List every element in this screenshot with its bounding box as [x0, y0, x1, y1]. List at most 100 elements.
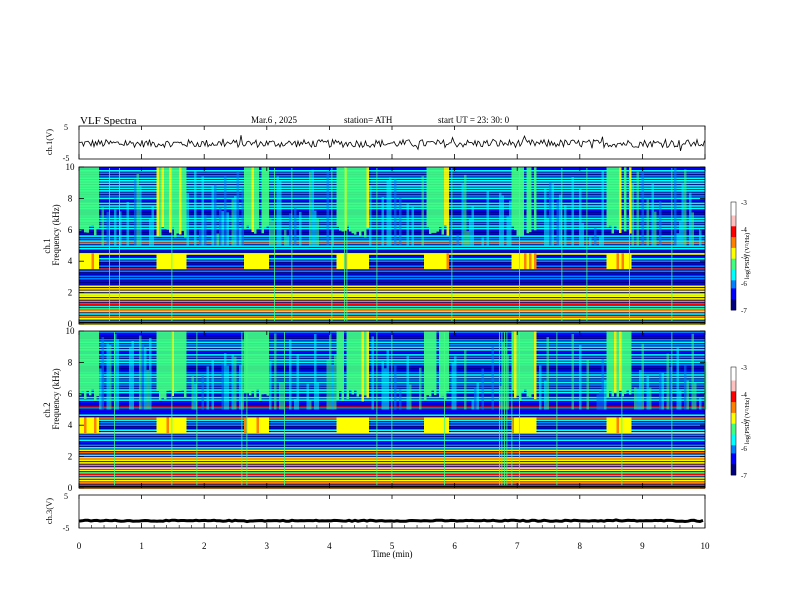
spectrogram-column	[294, 207, 297, 246]
spectrogram-band-cell	[91, 417, 94, 434]
spectrogram-band-cell	[346, 253, 349, 270]
spectrogram-column	[354, 331, 357, 391]
spectrogram-column	[271, 220, 274, 246]
spectrogram-column	[674, 167, 677, 246]
spectrogram-column	[419, 367, 422, 410]
spectrogram-column	[606, 167, 609, 228]
spectrogram-band-cell	[439, 417, 442, 434]
spectrogram-column	[289, 213, 292, 246]
spectrogram-band-cell	[519, 417, 522, 434]
spectrogram-band-cell	[526, 417, 529, 434]
spectrogram-column	[579, 345, 582, 410]
spectrogram-column	[91, 167, 94, 226]
spectrogram-column	[184, 331, 187, 398]
spectrogram-column	[366, 167, 369, 228]
spectrogram-band-cell	[629, 417, 632, 434]
colorbar-segment	[731, 418, 736, 422]
spectrogram-band-cell	[366, 417, 369, 434]
sferic-line	[499, 332, 500, 486]
spectrogram-band-cell	[174, 417, 177, 434]
spectrogram-column	[349, 331, 352, 390]
colorbar-segment	[731, 220, 736, 224]
colorbar-segment	[731, 215, 736, 219]
spectrogram-column	[616, 167, 619, 231]
spectrogram-column	[194, 383, 197, 410]
spectrogram-ytick-label: 2	[68, 452, 73, 462]
spectrogram-row	[79, 290, 705, 293]
spectrogram-column	[169, 167, 172, 233]
spectrogram-band-cell	[444, 417, 447, 434]
spectrogram-column	[186, 193, 189, 246]
ch3-ytick-bottom: -5	[63, 524, 70, 533]
ch3-waveform-line	[78, 518, 704, 524]
xtick-label: 8	[578, 541, 583, 551]
spectrogram-column	[171, 167, 174, 228]
spectrogram-band-cell	[526, 253, 529, 270]
spectrogram-band-cell	[96, 253, 99, 270]
sferic-line	[196, 332, 198, 486]
spectrogram-column	[256, 331, 259, 390]
spectrogram-column	[469, 219, 472, 246]
spectrogram-column	[606, 331, 609, 398]
colorbar-segment	[731, 234, 736, 238]
spectrogram-column	[316, 383, 319, 410]
spectrogram-column	[109, 345, 112, 410]
spectrogram-column	[149, 338, 152, 410]
spectrogram-column	[89, 331, 92, 396]
spectrogram-column	[456, 234, 459, 246]
spectrogram-column	[551, 184, 554, 246]
spectrogram-column	[694, 383, 697, 410]
spectrogram-column	[141, 344, 144, 410]
sferic-line	[506, 332, 508, 486]
colorbar-segment	[731, 377, 736, 381]
spectrogram-band-cell	[626, 253, 629, 270]
spectrogram-band-cell	[181, 417, 184, 434]
spectrogram-column	[161, 167, 164, 228]
spectrogram-column	[586, 359, 589, 410]
spectrogram-column	[571, 334, 574, 410]
spectrogram-row	[79, 195, 705, 197]
spectrogram-column	[611, 167, 614, 234]
spectrogram-band-cell	[361, 417, 364, 434]
spectrogram-band-cell	[256, 417, 259, 434]
spectrogram-column	[486, 190, 489, 246]
colorbar-segment	[731, 307, 736, 311]
spectrogram-row	[79, 273, 705, 275]
colorbar-segment	[731, 469, 736, 473]
colorbar-segment	[731, 391, 736, 395]
spectrogram-band-cell	[514, 253, 517, 270]
spectrogram-band-cell	[254, 417, 257, 434]
spectrogram-column	[79, 167, 82, 231]
ch1-waveform-panel: 5 -5 ch.1(V)	[44, 123, 706, 163]
spectrogram-column	[506, 216, 509, 246]
spectrogram-band-cell	[446, 253, 449, 270]
spectrogram-band-cell	[94, 417, 97, 434]
spectrogram-ytick-label: 4	[68, 420, 73, 430]
xtick-label: 6	[452, 541, 457, 551]
colorbar-segment	[731, 442, 736, 446]
spectrogram-column	[191, 376, 194, 410]
spectrogram-column	[386, 179, 389, 246]
spectrogram-column	[439, 167, 442, 228]
spectrogram-band-cell	[609, 417, 612, 434]
spectrogram-column	[201, 375, 204, 410]
spectrogram-column	[216, 233, 219, 246]
spectrogram-band-cell	[184, 417, 187, 434]
spectrogram-column	[119, 211, 122, 246]
colorbar-segment	[731, 456, 736, 460]
spectrogram-band-cell	[246, 417, 249, 434]
sferic-line	[171, 332, 173, 486]
spectrogram-column	[514, 167, 517, 231]
xtick-label: 3	[265, 541, 270, 551]
colorbar-segment	[731, 272, 736, 276]
spectrogram-column	[179, 331, 182, 391]
spectrogram-band-cell	[251, 417, 254, 434]
colorbar-segment	[731, 285, 736, 289]
spectrogram-column	[359, 167, 362, 237]
spectrogram-column	[244, 331, 247, 393]
spectrogram-row	[79, 187, 705, 190]
spectrogram-column	[101, 207, 104, 246]
spectrogram-column	[221, 211, 224, 246]
spectrogram-row	[79, 175, 705, 177]
spectrogram-band-cell	[344, 417, 347, 434]
